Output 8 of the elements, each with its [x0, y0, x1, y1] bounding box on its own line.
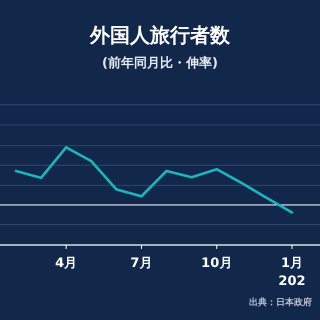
- chart-title: 外国人旅行者数: [89, 23, 231, 47]
- x-tick-label: 10月: [201, 256, 232, 271]
- source-note: 出典：日本政府: [249, 297, 312, 308]
- x-tick-label: 7月: [130, 256, 152, 271]
- x-tick-label: 1月: [280, 256, 304, 271]
- text: 202: [278, 274, 306, 289]
- x-tick-label: 4月: [55, 256, 78, 271]
- chart-subtitle: (前年同月比・伸率): [102, 55, 218, 71]
